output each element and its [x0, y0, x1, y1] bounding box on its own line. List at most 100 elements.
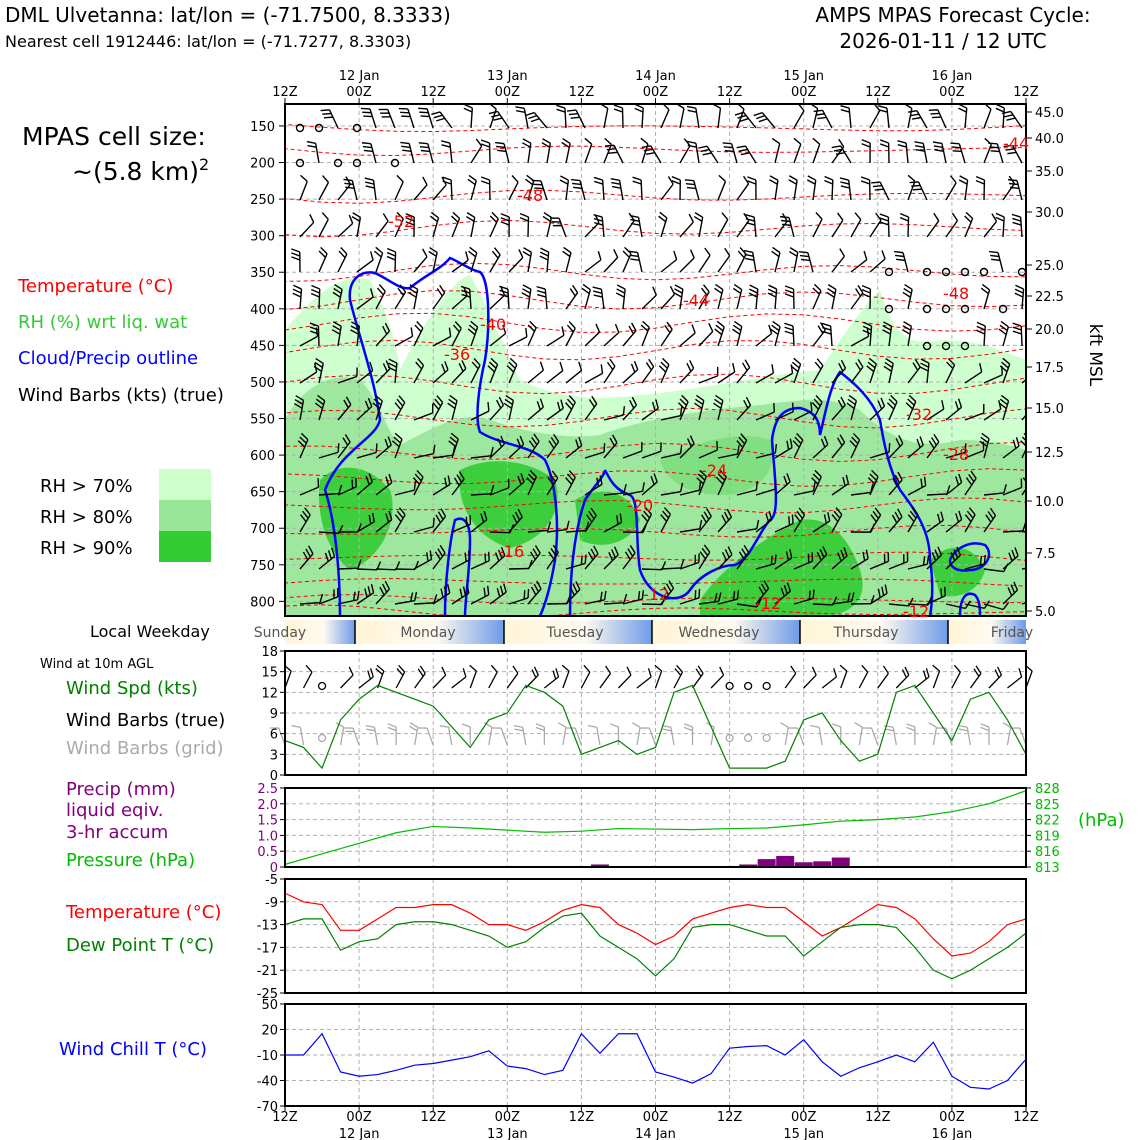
barb-staff — [618, 180, 624, 201]
barb-flag — [966, 510, 974, 519]
barb-flag — [534, 545, 541, 554]
barb-flag — [958, 728, 969, 732]
wind-barb — [634, 104, 644, 129]
wind-barb — [292, 284, 303, 310]
barb-staff — [847, 180, 852, 201]
wind-barb — [926, 511, 944, 533]
wind-barb — [584, 395, 598, 421]
cell-size-value: ~(5.8 km)2 — [72, 155, 209, 186]
wind-barb — [831, 507, 843, 533]
barb-flag — [525, 327, 528, 337]
precip-y-axis: 2.52.01.51.00.50 — [257, 782, 285, 876]
surface-barb — [561, 664, 570, 689]
wind-barb — [531, 179, 548, 201]
barb-staff — [636, 252, 643, 273]
barb-staff — [1016, 180, 1023, 201]
barb-flag — [695, 398, 704, 406]
calm-circle-grid — [317, 733, 327, 743]
wind-barb — [755, 554, 777, 570]
barb-staff — [969, 673, 982, 689]
barb-flag — [405, 213, 415, 218]
barb-flag — [551, 470, 559, 479]
barb-staff — [527, 369, 544, 384]
barb-flag — [981, 432, 990, 440]
barb-flag — [439, 724, 449, 728]
barb-staff — [546, 528, 567, 533]
barb-staff — [660, 364, 670, 384]
wind-barb — [603, 513, 623, 533]
wind-barb — [824, 175, 834, 201]
barb-staff — [369, 108, 377, 129]
barb-flag — [734, 111, 744, 116]
wind-barb — [584, 214, 600, 238]
wind-barb — [546, 326, 565, 347]
barb-flag — [860, 180, 870, 185]
barb-flag — [535, 723, 545, 728]
y-tick-label: -5 — [265, 873, 278, 888]
barb-staff — [1025, 670, 1033, 689]
barb-staff — [636, 727, 641, 746]
barb-flag — [605, 665, 612, 674]
barb-staff — [584, 222, 600, 238]
barb-staff — [579, 180, 586, 201]
barb-staff — [488, 727, 493, 746]
wind-barb — [926, 400, 945, 421]
precip-gridlines — [284, 787, 1027, 868]
wind-barb — [869, 584, 888, 605]
y-tick-label: -9 — [265, 896, 278, 911]
barb-staff — [603, 144, 613, 164]
barb-flag — [907, 398, 915, 406]
barb-flag — [1008, 552, 1013, 562]
barb-staff — [988, 674, 1002, 689]
barb-flag — [450, 215, 459, 223]
barb-flag — [1042, 519, 1044, 528]
temperature-label: Temperature (°C) — [65, 902, 221, 923]
barb-staff — [997, 252, 1004, 273]
barb-flag — [814, 361, 822, 370]
barb-staff — [892, 727, 897, 746]
top-time-tick-label: 12Z — [272, 85, 298, 100]
barb-flag — [814, 469, 822, 478]
bottom-time-tick-label: 12Z — [569, 1110, 595, 1125]
barb-flag — [442, 176, 452, 181]
barb-staff — [575, 109, 586, 129]
barb-staff — [394, 291, 407, 310]
barb-flag — [898, 435, 904, 444]
barb-flag — [689, 359, 695, 369]
barb-staff — [744, 145, 757, 164]
barb-staff — [622, 490, 643, 496]
calm-circle — [762, 681, 771, 691]
barb-staff — [871, 727, 879, 746]
barb-staff — [907, 216, 910, 238]
barb-flag — [1012, 326, 1022, 331]
barb-staff — [983, 603, 1004, 611]
wind-barb — [679, 213, 694, 238]
barb-flag — [732, 287, 742, 295]
bottom-time-tick-label: 12Z — [717, 1110, 743, 1125]
barb-flag — [660, 361, 668, 369]
barb-flag — [626, 666, 632, 676]
barb-flag — [991, 258, 1001, 262]
barb-flag — [665, 583, 672, 592]
barb-flag — [907, 514, 915, 523]
barb-flag — [703, 511, 710, 520]
wind-barb — [467, 320, 479, 347]
temperature-contour — [285, 441, 1026, 463]
wind-barb — [470, 551, 490, 570]
barb-flag — [528, 114, 538, 120]
barb-flag — [851, 436, 859, 445]
barb-flag — [869, 473, 877, 481]
wind-barb — [980, 283, 991, 310]
barb-flag — [886, 402, 895, 410]
barb-flag — [299, 436, 307, 444]
wind-barb — [546, 399, 564, 421]
barb-staff — [812, 218, 823, 238]
pressure-tick-label: 813 — [1035, 861, 1060, 876]
barb-flag — [807, 175, 817, 181]
barb-staff — [584, 451, 605, 459]
barb-flag — [1002, 357, 1011, 365]
wind-barb — [641, 473, 658, 496]
station-title: DML Ulvetanna: lat/lon = (-71.7500, 8.33… — [5, 3, 451, 27]
barb-staff — [558, 217, 567, 238]
barb-flag — [1015, 284, 1024, 290]
